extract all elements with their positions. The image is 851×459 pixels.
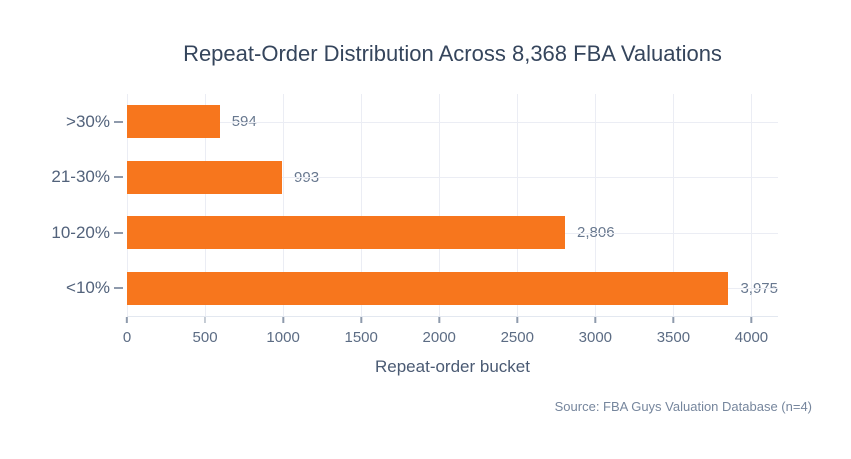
bar-row: <10% 3,975: [66, 261, 778, 317]
gridline-vertical: [283, 94, 285, 316]
x-axis-title: Repeat-order bucket: [375, 357, 530, 376]
gridline-vertical: [127, 94, 128, 316]
x-tick: 3500: [657, 317, 690, 346]
x-tick-mark: [672, 317, 675, 323]
x-tick: 1500: [344, 317, 378, 346]
x-tick-mark: [438, 317, 440, 323]
x-axis: 0 500 1000 1500 2000 2500 3000 3500 4000: [123, 317, 778, 359]
gridline-vertical: [439, 94, 441, 316]
x-tick-label: 2500: [500, 329, 534, 346]
x-tick-mark: [516, 317, 519, 323]
y-category-label: <10%: [66, 278, 110, 298]
x-tick: 4000: [735, 317, 768, 346]
y-tick-mark: [114, 287, 123, 290]
gridline-horizontal: [127, 177, 778, 179]
gridline-vertical: [517, 94, 519, 316]
source-note: Source: FBA Guys Valuation Database (n=4…: [554, 399, 812, 414]
x-tick-label: 500: [192, 329, 218, 346]
bar: [127, 160, 283, 194]
y-category-label: 10-20%: [51, 222, 110, 242]
x-tick-mark: [282, 317, 284, 323]
chart-title: Repeat-Order Distribution Across 8,368 F…: [183, 41, 722, 66]
x-tick-label: 0: [122, 329, 132, 346]
x-tick-label: 4000: [734, 329, 769, 346]
x-tick: 1000: [266, 317, 300, 346]
x-tick-label: 1000: [266, 329, 300, 346]
x-tick: 0: [123, 317, 131, 346]
x-tick-mark: [126, 317, 128, 323]
gridline-vertical: [595, 94, 597, 316]
gridline-vertical: [673, 94, 675, 316]
x-tick-mark: [594, 317, 597, 323]
bar-row: 21-30% 993: [51, 150, 778, 206]
x-tick-label: 3000: [578, 329, 613, 346]
x-tick-mark: [204, 317, 206, 323]
gridline-vertical: [205, 94, 207, 316]
x-tick: 2500: [501, 317, 534, 346]
bar: [127, 271, 729, 305]
x-tick: 2000: [423, 317, 456, 346]
bar-rows: >30% 594 21-30% 993 10-20% 2,806 <10% 3,975: [51, 94, 778, 317]
x-tick-mark: [360, 317, 362, 323]
y-tick-mark: [114, 231, 123, 234]
x-tick-label: 2000: [422, 329, 456, 346]
gridline-vertical: [751, 94, 753, 316]
x-tick-label: 3500: [656, 329, 691, 346]
y-tick-mark: [114, 120, 123, 123]
bar: [127, 216, 566, 250]
gridline-vertical: [361, 94, 363, 316]
x-tick: 3000: [579, 317, 612, 346]
bar-row: >30% 594: [66, 94, 778, 150]
y-category-label: 21-30%: [51, 167, 110, 187]
y-tick-mark: [114, 176, 123, 179]
plot-area: >30% 594 21-30% 993 10-20% 2,806 <10% 3,975: [51, 94, 778, 317]
bar: [127, 105, 220, 139]
x-tick: 500: [193, 317, 218, 346]
x-tick-label: 1500: [344, 329, 378, 346]
bar-row: 10-20% 2,806: [51, 205, 778, 261]
y-category-label: >30%: [66, 111, 110, 131]
x-tick-mark: [750, 317, 753, 323]
gridline-horizontal: [127, 121, 778, 123]
